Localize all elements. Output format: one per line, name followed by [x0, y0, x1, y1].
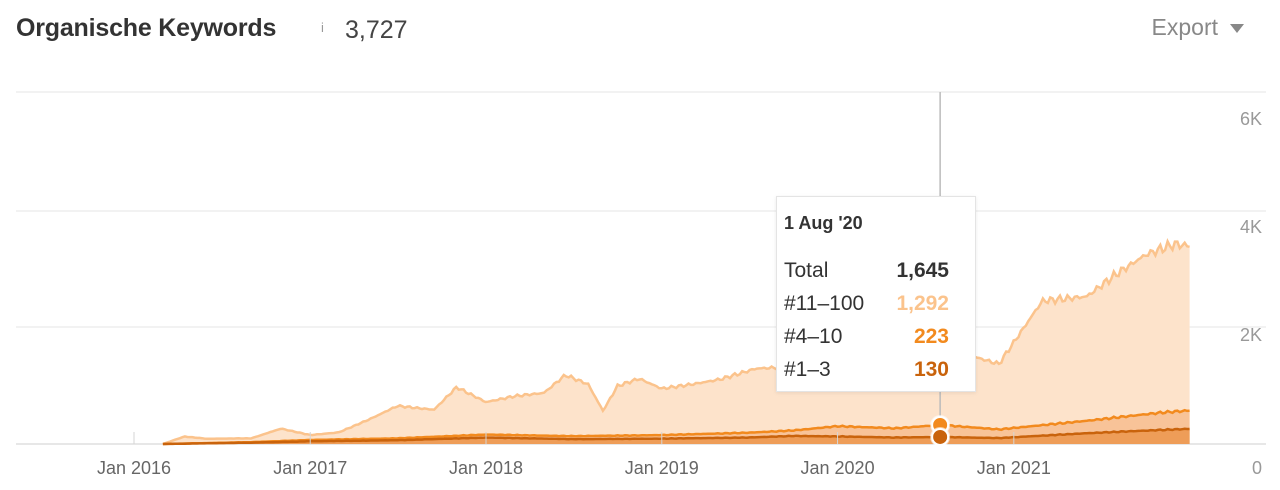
- line-11-100: [162, 238, 1190, 446]
- tooltip-value: 1,292: [896, 292, 949, 315]
- x-tick-label: Jan 2018: [449, 458, 523, 478]
- keyword-count: 3,727: [345, 16, 408, 44]
- x-tick-label: Jan 2020: [801, 458, 875, 478]
- tooltip-date: 1 Aug '20: [784, 213, 863, 233]
- series-areas: [162, 241, 1190, 444]
- x-tick-label: Jan 2021: [977, 458, 1051, 478]
- tooltip-value: 130: [913, 358, 949, 381]
- export-button[interactable]: Export: [1152, 14, 1244, 41]
- caret-down-icon: [1230, 24, 1244, 33]
- tooltip-label: Total: [784, 259, 829, 282]
- x-axis-ticks: Jan 2016 Jan 2017 Jan 2018 Jan 2019 Jan 2020…: [97, 432, 1051, 478]
- series-lines: [162, 238, 1190, 446]
- tooltip-value: 223: [913, 325, 949, 348]
- export-label: Export: [1151, 14, 1218, 40]
- y-axis-ticks: 0 2K 4K 6K: [1240, 109, 1262, 478]
- tooltip-row-4-10: #4–10 223: [784, 325, 949, 349]
- y-tick-label: 4K: [1240, 217, 1262, 237]
- tooltip-row-11-100: #11–100 1,292: [784, 292, 949, 316]
- y-tick-label: 6K: [1240, 109, 1262, 129]
- x-tick-label: Jan 2019: [625, 458, 699, 478]
- tooltip-row-total: Total 1,645: [784, 259, 949, 283]
- info-icon[interactable]: i: [321, 20, 324, 35]
- tooltip: 1 Aug '20 Total 1,645 #11–100 1,292 #4–1…: [776, 196, 976, 392]
- tooltip-label: #4–10: [784, 325, 843, 348]
- tooltip-label: #1–3: [784, 358, 831, 381]
- line-1-3: [162, 427, 1190, 446]
- tooltip-label: #11–100: [784, 292, 865, 315]
- x-tick-label: Jan 2016: [97, 458, 171, 478]
- marker-1-3: [931, 427, 950, 446]
- tooltip-value: 1,645: [896, 259, 949, 282]
- tooltip-row-1-3: #1–3 130: [784, 358, 949, 382]
- y-tick-label: 2K: [1240, 325, 1262, 345]
- line-4-10: [162, 408, 1190, 446]
- x-tick-label: Jan 2017: [273, 458, 347, 478]
- chart-title: Organische Keywords: [16, 14, 277, 42]
- y-tick-label: 0: [1252, 458, 1262, 478]
- area-11-100: [162, 241, 1190, 444]
